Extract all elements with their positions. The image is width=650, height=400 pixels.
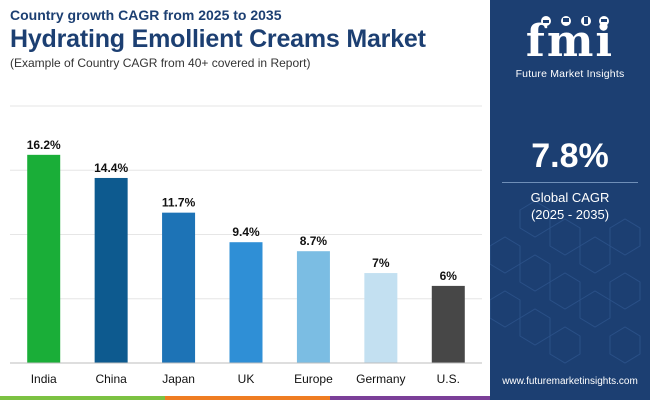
x-tick-label: UK [238, 372, 255, 386]
data-label: 8.7% [300, 234, 328, 248]
data-label: 14.4% [94, 161, 128, 175]
global-cagr-period: (2025 - 2035) [530, 207, 610, 222]
bar-germany [364, 273, 398, 363]
global-cagr-stat: 7.8% Global CAGR (2025 - 2035) [490, 136, 650, 223]
x-tick-label: U.S. [437, 372, 460, 386]
bar-china [94, 177, 128, 363]
bar-india [27, 154, 61, 363]
fmi-logo: fmi Future Market Insights [490, 8, 650, 81]
data-label: 7% [372, 256, 390, 270]
x-tick-label: Germany [356, 372, 405, 386]
data-label: 9.4% [232, 225, 260, 239]
hexagon-pattern [490, 200, 641, 364]
bar-europe [296, 251, 330, 363]
bar-chart: 16.2% India 14.4% China 11.7% Japan 9.4% UK 8.7%… [10, 105, 482, 386]
footer-stripe-2 [165, 396, 330, 400]
data-label: 16.2% [27, 138, 61, 152]
x-tick-label: Europe [294, 372, 333, 386]
logo-icons [541, 16, 609, 26]
logo-mark: fmi [525, 16, 615, 67]
global-cagr-value: 7.8% [531, 137, 609, 175]
website-link[interactable]: www.futuremarketinsights.com [502, 376, 638, 387]
logo-name: Future Market Insights [515, 68, 625, 80]
bar-us [431, 285, 465, 363]
footer-stripe-1 [0, 396, 165, 400]
bar-japan [162, 212, 196, 363]
chart-title: Hydrating Emollient Creams Market [10, 25, 426, 53]
bar-uk [229, 242, 263, 363]
x-tick-label: China [95, 372, 127, 386]
data-label: 6% [440, 269, 458, 283]
data-label: 11.7% [162, 196, 196, 210]
x-tick-label: India [31, 372, 57, 386]
x-tick-label: Japan [162, 372, 195, 386]
chart-subtitle: Country growth CAGR from 2025 to 2035 [10, 7, 282, 23]
chart-note: (Example of Country CAGR from 40+ covere… [10, 56, 311, 70]
chart-header: Country growth CAGR from 2025 to 2035 Hy… [10, 6, 490, 71]
global-cagr-label: Global CAGR [530, 190, 610, 205]
stat-divider [502, 182, 638, 183]
summary-panel: fmi Future Market Insights 7.8% Global C… [490, 0, 650, 400]
footer-stripe-3 [330, 396, 490, 400]
